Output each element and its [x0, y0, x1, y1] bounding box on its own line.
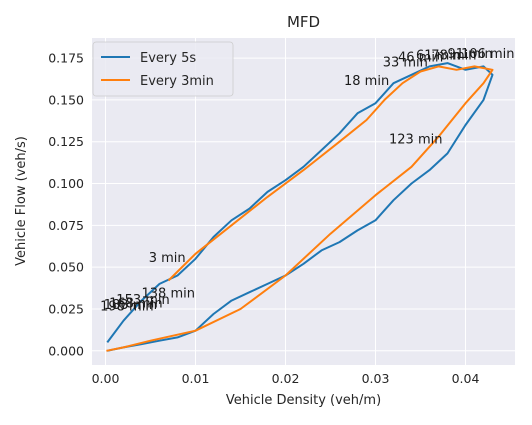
y-tick-label: 0.075 — [48, 218, 84, 233]
time-annotation: 33 min — [383, 55, 428, 70]
tick-labels: 0.00 0.01 0.02 0.03 0.04 0.000 0.025 0.050 0.075… — [48, 51, 479, 386]
y-tick-label: 0.125 — [48, 134, 84, 149]
legend-label-every-5s: Every 5s — [140, 51, 196, 66]
series-line-every-3min — [106, 65, 494, 352]
chart-title: MFD — [287, 13, 320, 31]
legend-label-every-3min: Every 3min — [140, 74, 214, 89]
time-annotation: 91 min — [448, 47, 493, 62]
time-annotation: 106 min — [461, 47, 514, 62]
y-tick-label: 0.025 — [48, 301, 84, 316]
y-tick-label: 0.100 — [48, 176, 84, 191]
time-annotation: 78 min — [431, 49, 476, 64]
x-tick-label: 0.00 — [92, 371, 120, 386]
y-tick-label: 0.150 — [48, 92, 84, 107]
time-annotation: 138 min — [142, 286, 195, 301]
time-annotation: 168 min — [109, 296, 162, 311]
time-annotation: 61 min — [416, 49, 461, 64]
series-layer — [106, 62, 494, 352]
y-axis-label: Vehicle Flow (veh/s) — [14, 136, 29, 266]
time-annotation: 198 min — [100, 300, 153, 315]
time-annotation: 153 min — [116, 293, 169, 308]
legend: Every 5s Every 3min — [92, 41, 234, 97]
y-tick-label: 0.175 — [48, 51, 84, 66]
x-tick-label: 0.02 — [272, 371, 300, 386]
time-annotation: 183 min — [104, 298, 157, 313]
time-annotation: 46 min — [398, 50, 443, 65]
time-annotation: 18 min — [344, 74, 389, 89]
x-tick-label: 0.03 — [362, 371, 390, 386]
time-annotation: 123 min — [389, 132, 442, 147]
legend-box — [92, 41, 234, 97]
x-tick-label: 0.01 — [182, 371, 210, 386]
time-annotation: 3 min — [149, 251, 186, 266]
x-axis-label: Vehicle Density (veh/m) — [226, 393, 381, 408]
series-line-every-5s — [106, 62, 494, 352]
x-tick-label: 0.04 — [452, 371, 480, 386]
y-tick-label: 0.050 — [48, 260, 84, 275]
y-tick-label: 0.000 — [48, 343, 84, 358]
